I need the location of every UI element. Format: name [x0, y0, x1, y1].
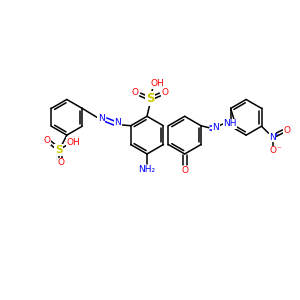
- Text: +: +: [274, 132, 279, 136]
- Text: O: O: [161, 88, 168, 97]
- Text: O: O: [270, 146, 277, 155]
- Text: O: O: [57, 158, 64, 167]
- Text: S: S: [146, 92, 154, 105]
- Text: N: N: [269, 133, 276, 142]
- Text: N: N: [212, 123, 219, 132]
- Text: N: N: [98, 114, 104, 123]
- Text: S: S: [55, 145, 63, 155]
- Text: O: O: [181, 166, 188, 175]
- Text: O: O: [44, 136, 50, 145]
- Text: N: N: [115, 118, 121, 127]
- Text: O: O: [284, 126, 291, 135]
- Text: OH: OH: [150, 79, 164, 88]
- Text: NH: NH: [223, 119, 236, 128]
- Text: NH₂: NH₂: [139, 165, 156, 174]
- Text: ⁻: ⁻: [276, 146, 281, 154]
- Text: O: O: [132, 88, 139, 97]
- Text: OH: OH: [67, 138, 81, 147]
